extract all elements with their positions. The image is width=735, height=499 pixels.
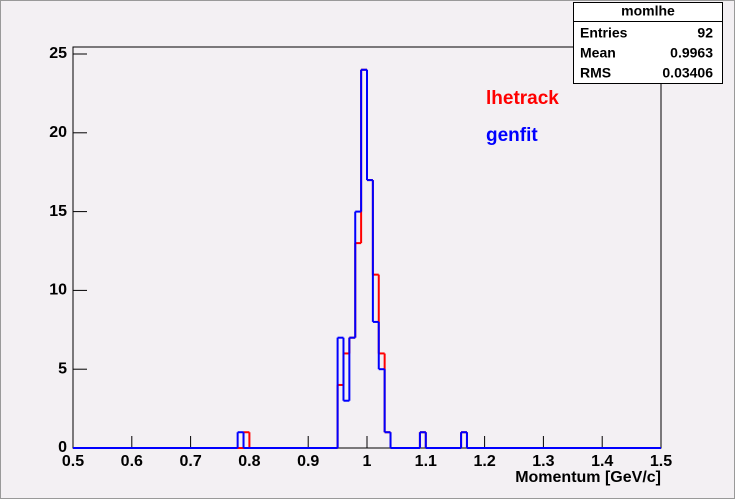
stats-label: Mean — [580, 45, 616, 61]
stats-label: RMS — [580, 65, 611, 81]
stats-title: momlhe — [621, 3, 675, 19]
x-tick-label: 0.5 — [62, 453, 84, 470]
x-tick-label: 1.2 — [473, 453, 495, 470]
y-tick-label: 5 — [58, 360, 67, 377]
legend-entry: lhetrack — [486, 88, 559, 109]
x-axis-label: Momentum [GeV/c] — [515, 469, 661, 486]
stats-box: momlhe — [573, 2, 723, 84]
stats-value: 0.03406 — [662, 65, 713, 81]
stats-value: 0.9963 — [670, 45, 713, 61]
y-tick-label: 10 — [49, 282, 67, 299]
stats-frame — [573, 2, 723, 84]
x-tick-label: 1.3 — [532, 453, 554, 470]
stats-value: 92 — [697, 25, 713, 41]
x-tick-label: 0.8 — [238, 453, 260, 470]
x-tick-label: 1.4 — [591, 453, 613, 470]
x-tick-label: 0.6 — [121, 453, 143, 470]
legend-entry: genfit — [486, 125, 538, 146]
x-tick-label: 1 — [363, 453, 372, 470]
x-tick-label: 1.5 — [650, 453, 672, 470]
x-tick-label: 1.1 — [415, 453, 437, 470]
x-tick-label: 0.9 — [297, 453, 319, 470]
y-tick-label: 25 — [49, 45, 67, 62]
x-tick-label: 0.7 — [179, 453, 201, 470]
stats-label: Entries — [580, 25, 628, 41]
y-tick-label: 15 — [49, 203, 67, 220]
y-tick-label: 20 — [49, 124, 67, 141]
y-tick-label: 0 — [58, 439, 67, 456]
